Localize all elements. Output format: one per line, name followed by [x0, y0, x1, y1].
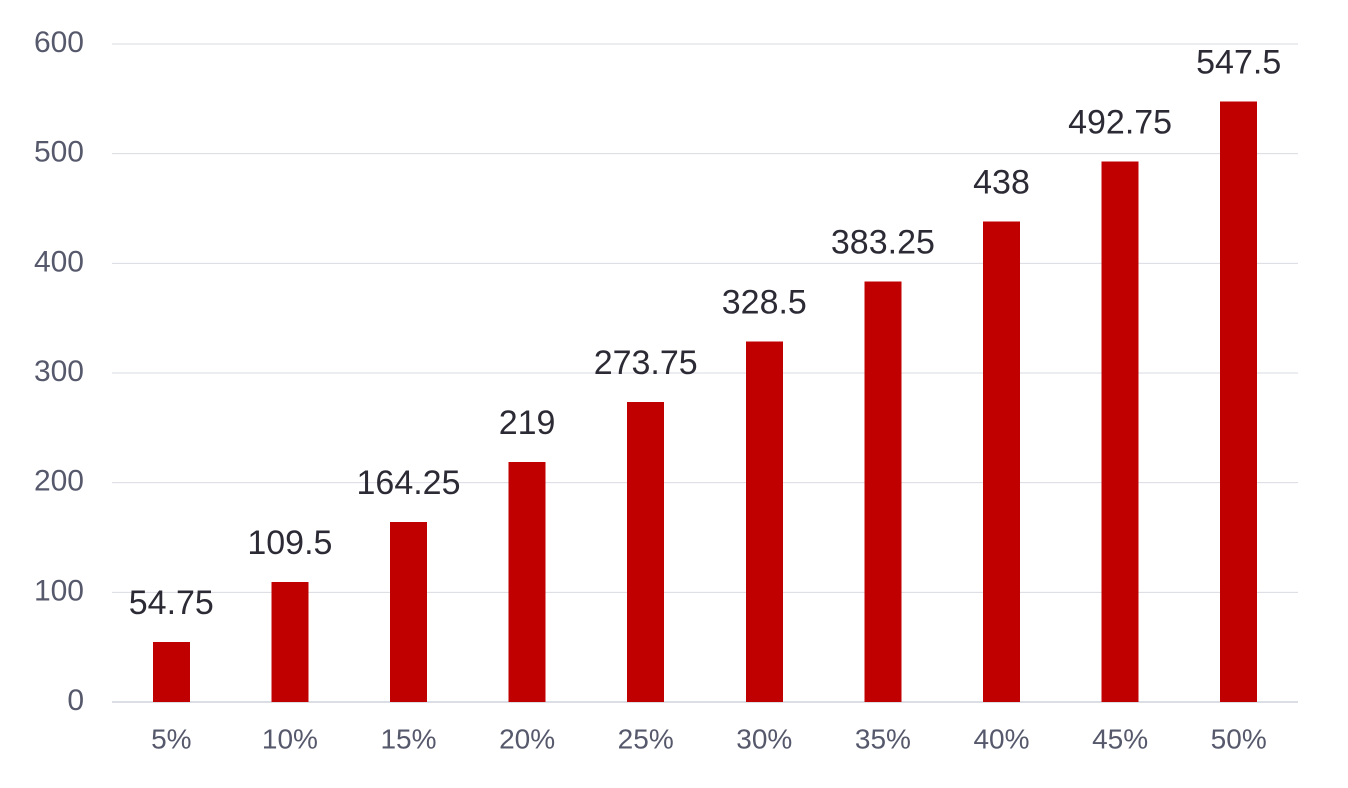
bar	[271, 581, 309, 702]
data-labels: 54.75 109.5 164.25 219 273.75 328.5 383.25 438 4…	[129, 44, 1281, 622]
y-tick-label: 200	[34, 465, 84, 498]
y-tick-label: 400	[34, 245, 84, 278]
data-label: 328.5	[722, 284, 807, 322]
x-tick-label: 25%	[618, 723, 674, 754]
bars	[152, 101, 1258, 702]
bar	[390, 521, 427, 702]
data-label: 164.25	[357, 464, 461, 502]
x-tick-label: 35%	[855, 723, 911, 754]
x-tick-label: 45%	[1092, 723, 1148, 754]
data-label: 273.75	[594, 344, 698, 382]
x-tick-label: 50%	[1211, 723, 1267, 754]
y-tick-label: 100	[34, 574, 84, 607]
bar	[983, 221, 1020, 702]
data-label: 492.75	[1068, 104, 1172, 142]
bar	[1220, 101, 1258, 702]
data-label: 109.5	[247, 524, 332, 562]
x-tick-label: 15%	[380, 723, 436, 754]
bar	[745, 341, 783, 702]
data-label: 54.75	[129, 584, 214, 622]
y-tick-label: 500	[34, 136, 84, 169]
grid-lines	[112, 43, 1298, 703]
y-tick-label: 300	[34, 355, 84, 388]
data-label: 547.5	[1196, 44, 1281, 82]
bar	[1101, 161, 1139, 702]
y-tick-label: 0	[67, 684, 84, 717]
bar	[627, 401, 665, 702]
bar	[152, 641, 190, 702]
x-tick-label: 20%	[499, 723, 555, 754]
x-tick-label: 30%	[736, 723, 792, 754]
y-tick-label: 600	[34, 26, 84, 59]
bar	[508, 461, 546, 702]
x-axis: 5% 10% 15% 20% 25% 30% 35% 40% 45% 50%	[151, 723, 1267, 754]
bar	[864, 281, 902, 702]
data-label: 219	[499, 404, 556, 442]
data-label: 383.25	[831, 224, 935, 262]
y-axis: 0 100 200 300 400 500 600	[34, 26, 84, 717]
x-tick-label: 5%	[151, 723, 191, 754]
x-tick-label: 40%	[973, 723, 1029, 754]
x-tick-label: 10%	[262, 723, 318, 754]
data-label: 438	[973, 164, 1030, 202]
